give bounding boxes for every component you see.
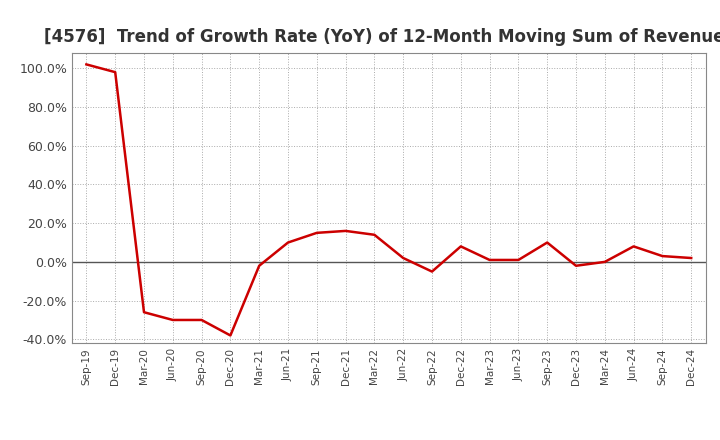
Title: [4576]  Trend of Growth Rate (YoY) of 12-Month Moving Sum of Revenues: [4576] Trend of Growth Rate (YoY) of 12-…	[44, 28, 720, 46]
